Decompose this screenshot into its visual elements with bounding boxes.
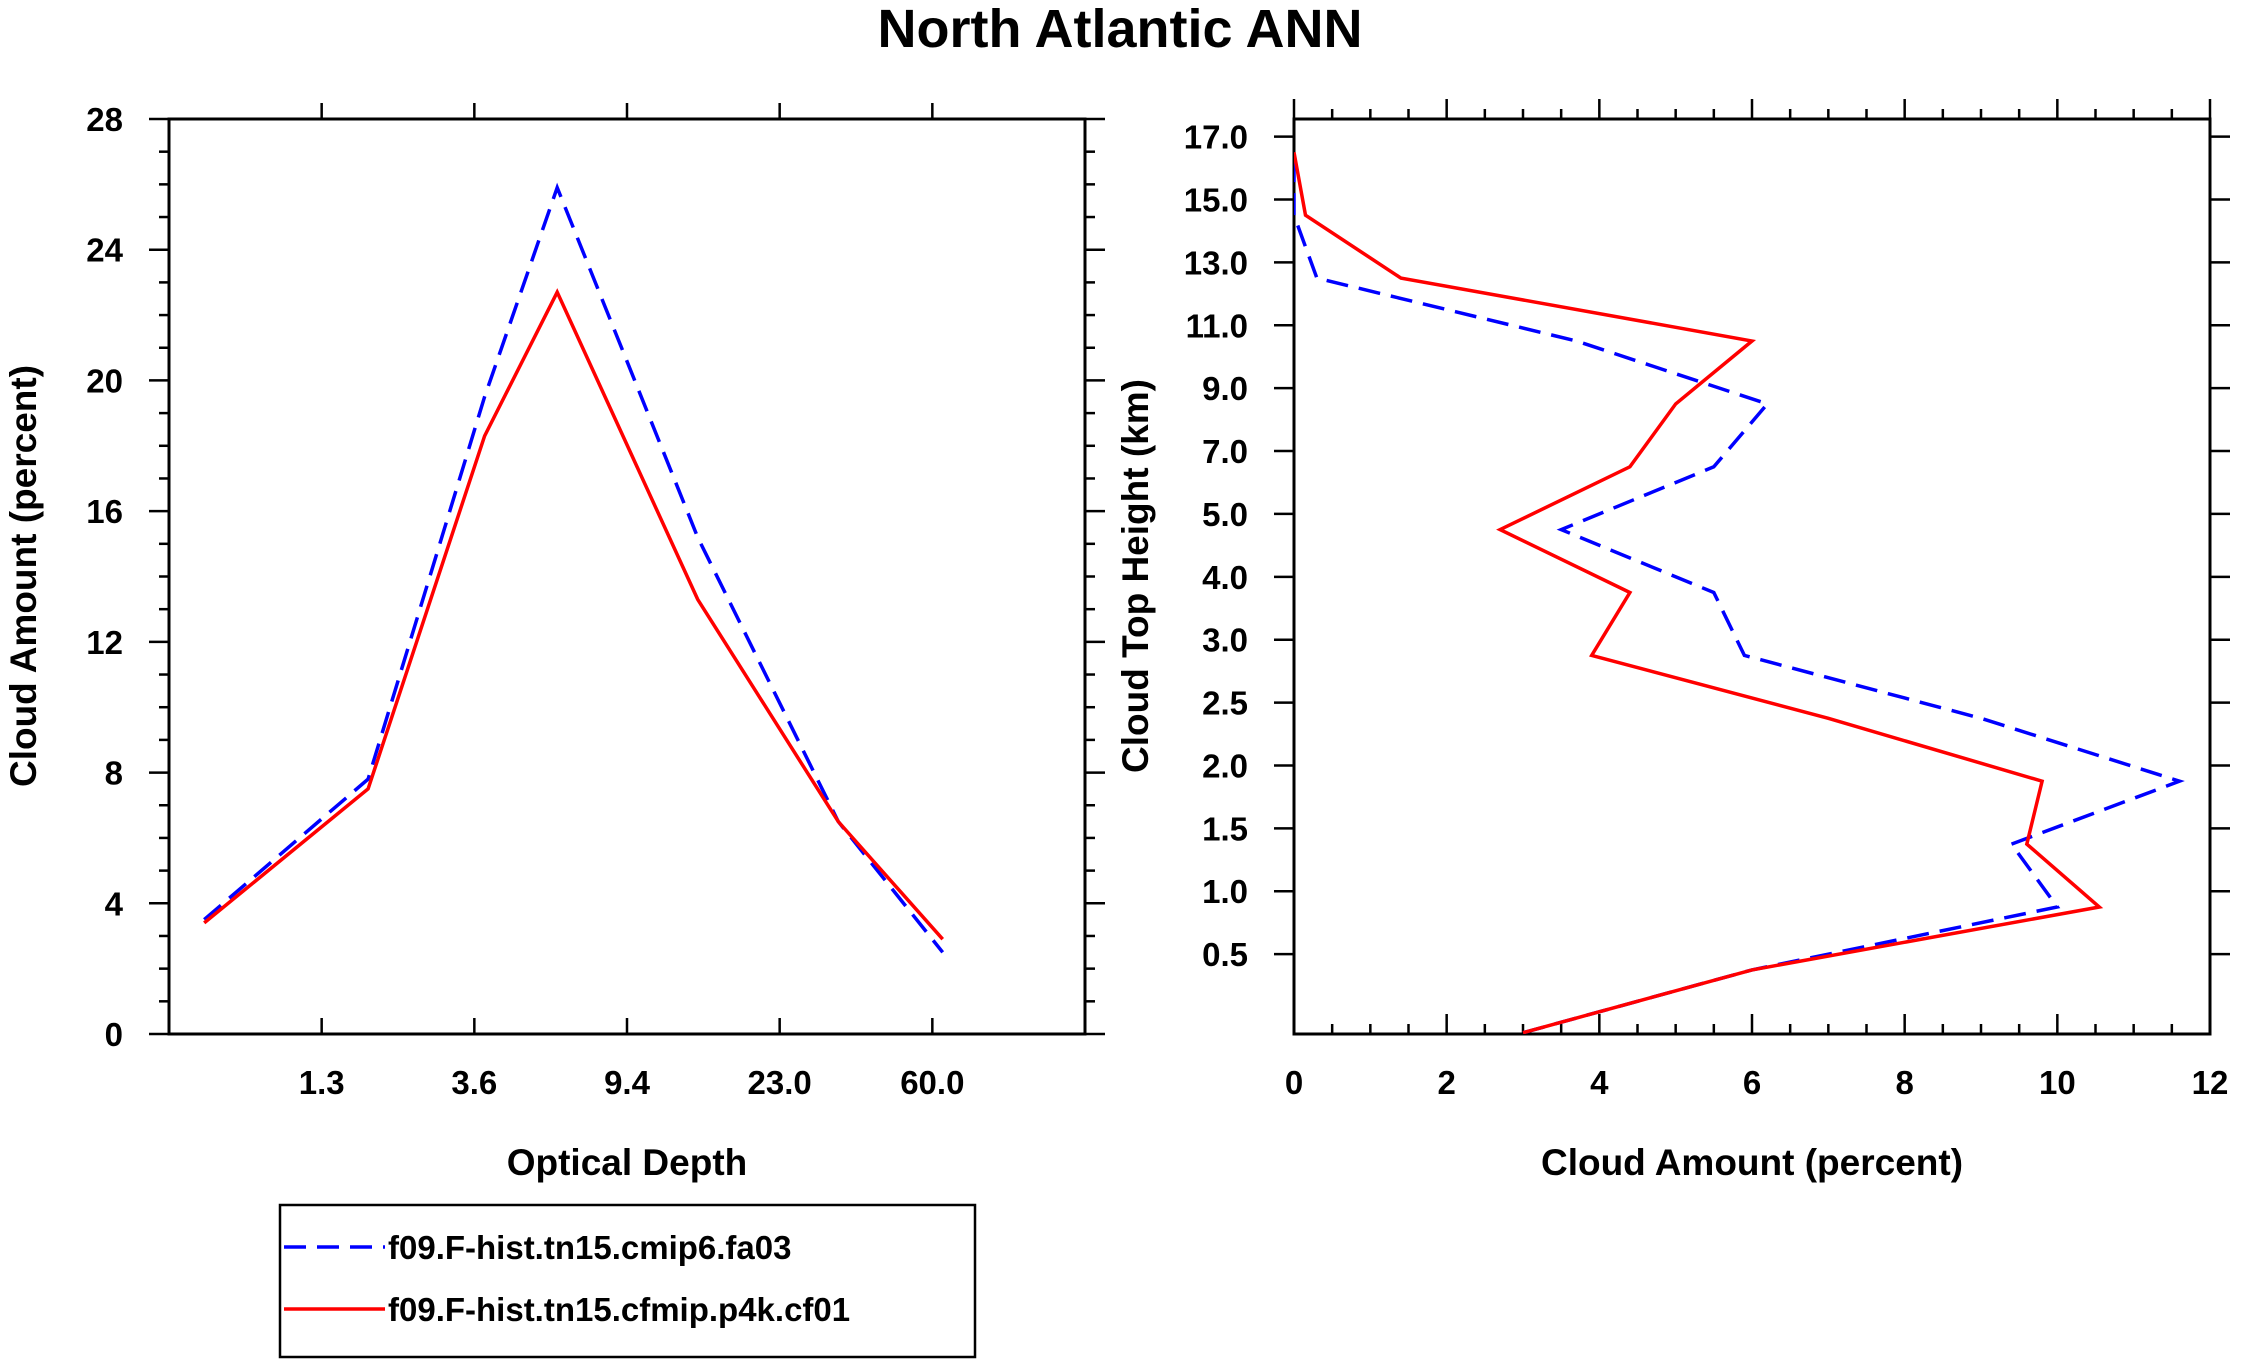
optical-depth-y-tick-label: 12: [86, 624, 123, 661]
legend-label-series-1: f09.F-hist.tn15.cmip6.fa03: [388, 1229, 791, 1266]
optical-depth-y-tick-labels: 0 4 8 12 16 20 24 28: [86, 101, 123, 1053]
cloud-height-x-tick-label: 2: [1437, 1064, 1455, 1101]
cloud-height-y-tick-label: 13.0: [1184, 244, 1248, 281]
cloud-height-x-tick-label: 10: [2039, 1064, 2076, 1101]
cloud-height-y-tick-label: 2.5: [1202, 685, 1248, 722]
cloud-height-series-line-2: [1294, 151, 2104, 1034]
cloud-height-x-tick-label: 0: [1285, 1064, 1303, 1101]
cloud-height-y-tick-label: 1.0: [1202, 873, 1248, 910]
cloud-height-y-tick-label: 7.0: [1202, 433, 1248, 470]
optical-depth-series-line-2: [203, 288, 945, 941]
legend: f09.F-hist.tn15.cmip6.fa03 f09.F-hist.tn…: [278, 1203, 977, 1359]
cloud-height-x-axis-title: Cloud Amount (percent): [1541, 1142, 1963, 1183]
cloud-height-x-tick-label: 4: [1590, 1064, 1609, 1101]
cloud-height-plot-frame: [1292, 117, 2212, 1036]
optical-depth-series-line-1: [203, 182, 945, 954]
optical-depth-x-tick-label: 1.3: [299, 1064, 345, 1101]
cloud-height-y-tick-label: 3.0: [1202, 622, 1248, 659]
figure-title: North Atlantic ANN: [878, 0, 1363, 59]
cloud-height-y-tick-label: 15.0: [1184, 181, 1248, 218]
cloud-height-y-tick-labels: 0.5 1.0 1.5 2.0 2.5 3.0 4.0 5.0 7.0 9.0 11.0 13.0 15…: [1184, 119, 1248, 974]
cloud-height-y-tick-label: 5.0: [1202, 496, 1248, 533]
optical-depth-ticks: [149, 103, 1105, 1036]
cloud-height-ticks: [1274, 99, 2230, 1034]
cloud-height-y-axis-title: Cloud Top Height (km): [1115, 379, 1156, 773]
optical-depth-x-tick-label: 3.6: [451, 1064, 497, 1101]
legend-label-series-2: f09.F-hist.tn15.cfmip.p4k.cf01: [388, 1291, 850, 1328]
cloud-height-y-tick-label: 17.0: [1184, 119, 1248, 156]
cloud-height-x-tick-label: 6: [1743, 1064, 1761, 1101]
optical-depth-y-tick-label: 28: [86, 101, 123, 138]
optical-depth-y-tick-label: 4: [105, 885, 124, 922]
optical-depth-y-tick-label: 20: [86, 362, 123, 399]
cloud-height-y-tick-label: 11.0: [1186, 307, 1248, 344]
optical-depth-chart: 1.3 3.6 9.4 23.0 60.0 0 4 8 12 16 20 24 28 Optical …: [3, 101, 1105, 1183]
optical-depth-y-axis-title: Cloud Amount (percent): [3, 365, 44, 787]
optical-depth-x-tick-label: 9.4: [604, 1064, 651, 1101]
cloud-height-series: [1294, 151, 2185, 1034]
cloud-height-y-tick-label: 9.0: [1202, 370, 1248, 407]
cloud-height-y-tick-label: 4.0: [1202, 559, 1248, 596]
legend-box: [278, 1203, 977, 1359]
cloud-height-x-tick-labels: 0 2 4 6 8 10 12: [1285, 1064, 2229, 1101]
optical-depth-y-tick-label: 24: [86, 232, 123, 269]
optical-depth-series: [203, 182, 945, 954]
cloud-height-y-tick-label: 1.5: [1202, 810, 1248, 847]
cloud-height-series-line-1: [1294, 152, 2185, 1034]
optical-depth-y-tick-label: 0: [105, 1016, 123, 1053]
optical-depth-y-tick-label: 8: [105, 755, 123, 792]
optical-depth-x-tick-label: 23.0: [748, 1064, 812, 1101]
cloud-height-y-tick-label: 2.0: [1202, 747, 1248, 784]
optical-depth-plot-frame: [167, 117, 1087, 1036]
cloud-height-x-tick-label: 12: [2192, 1064, 2229, 1101]
cloud-height-y-tick-label: 0.5: [1202, 936, 1248, 973]
cloud-height-chart: 0 2 4 6 8 10 12 0.5 1.0 1.5 2.0 2.5 3.0 4.0 5.0 7.0 9.0…: [1115, 99, 2230, 1183]
optical-depth-x-axis-title: Optical Depth: [507, 1142, 748, 1183]
cloud-height-x-tick-label: 8: [1895, 1064, 1913, 1101]
optical-depth-x-tick-label: 60.0: [900, 1064, 964, 1101]
optical-depth-y-tick-label: 16: [86, 493, 123, 530]
optical-depth-x-tick-labels: 1.3 3.6 9.4 23.0 60.0: [299, 1064, 965, 1101]
